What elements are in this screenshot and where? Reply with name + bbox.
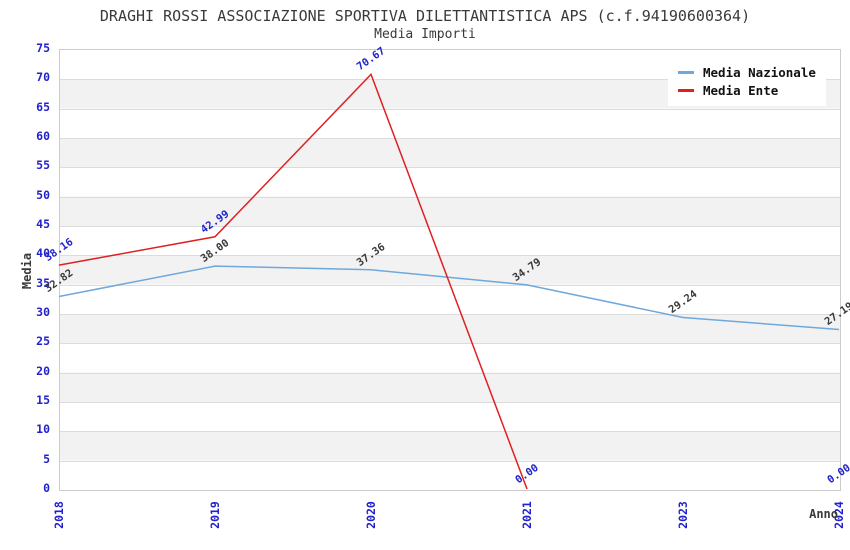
y-tick-65: 65 [36,99,50,114]
y-tick-25: 25 [36,334,50,349]
gridline-y-10 [60,431,840,433]
legend-item-nazionale: Media Nazionale [678,63,816,81]
x-axis-title: Anno [809,507,838,521]
chart-subtitle: Media Importi [374,27,476,42]
y-tick-60: 60 [36,129,50,143]
gridline-y-5 [60,460,840,462]
gridline-y-30 [60,314,840,315]
gridline-y-55 [60,167,840,169]
legend-label-nazionale: Media Nazionale [703,64,816,80]
nazionale-line-swatch-icon [678,70,694,74]
line-media-ente [58,73,528,490]
y-tick-45: 45 [36,217,50,231]
y-tick-75: 75 [36,41,50,55]
gridline-y-40 [60,255,840,257]
y-tick-55: 55 [36,158,50,173]
gridline-y-60 [60,138,840,139]
x-tick-2021: 2021 [520,501,534,529]
y-tick-15: 15 [36,393,50,407]
gridline-y-45 [60,226,840,227]
y-tick-40: 40 [36,246,50,261]
gridline-y-65 [60,108,840,110]
x-tick-2023: 2023 [676,501,690,529]
y-tick-5: 5 [43,451,50,466]
gridline-y-15 [60,402,840,403]
y-tick-10: 10 [36,422,50,437]
legend-item-ente: Media Ente [678,81,816,99]
gridline-y-70 [60,79,840,81]
gridline-y-20 [60,372,840,374]
y-tick-35: 35 [36,275,50,290]
legend-label-ente: Media Ente [703,82,779,98]
legend: Media Nazionale Media Ente [668,56,826,106]
x-tick-2018: 2018 [52,501,66,529]
plot-area [59,49,841,491]
x-tick-2020: 2020 [364,501,378,529]
gridline-y-25 [60,343,840,345]
y-axis-title: Media [20,252,34,290]
gridline-y-50 [60,196,840,198]
y-tick-30: 30 [36,305,50,319]
chart-title: DRAGHI ROSSI ASSOCIAZIONE SPORTIVA DILET… [99,7,751,25]
y-tick-70: 70 [36,70,50,85]
series-lines [58,73,840,490]
y-tick-50: 50 [36,187,50,202]
y-tick-20: 20 [36,363,50,378]
ente-line-swatch-icon [678,88,694,92]
x-tick-2019: 2019 [208,501,222,529]
y-tick-0: 0 [43,481,50,495]
line-media-nazionale [58,265,840,331]
